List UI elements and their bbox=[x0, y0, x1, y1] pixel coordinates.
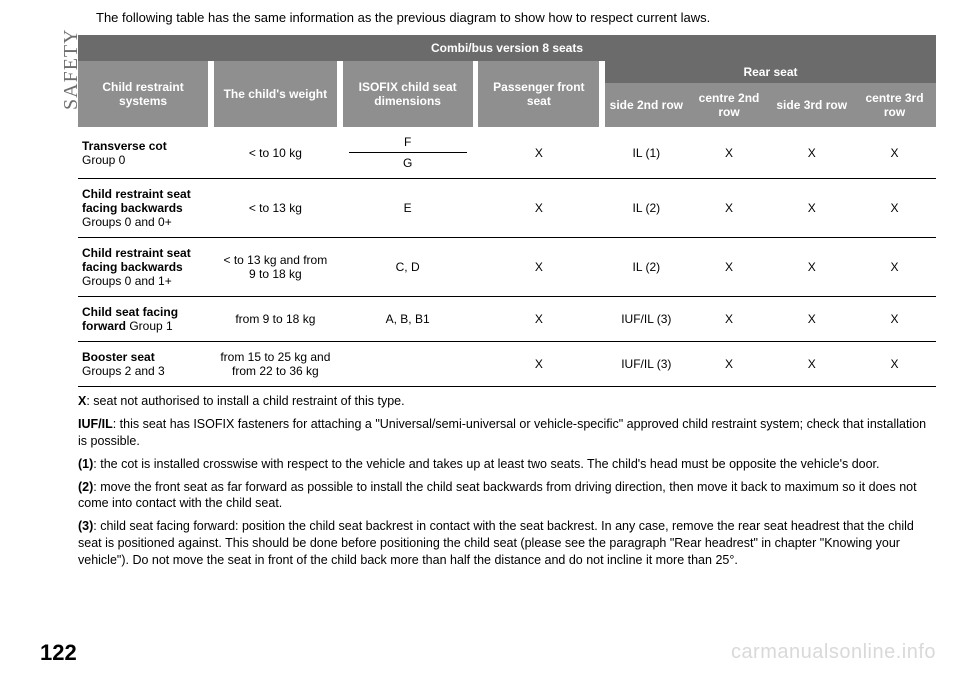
dim-top: F bbox=[349, 135, 467, 149]
cell-dim bbox=[343, 342, 473, 387]
cell-rear: X bbox=[770, 342, 853, 387]
col-header-centre-3rd: centre 3rd row bbox=[853, 83, 936, 127]
table-header: Combi/bus version 8 seats Child restrain… bbox=[78, 35, 936, 127]
table-row: Booster seat Groups 2 and 3 from 15 to 2… bbox=[78, 342, 936, 387]
cell-pf: X bbox=[478, 179, 599, 238]
page-number: 122 bbox=[40, 640, 77, 666]
notes-block: X: seat not authorised to install a chil… bbox=[78, 393, 936, 569]
cell-rear: IL (2) bbox=[605, 179, 688, 238]
col-header-side-3rd: side 3rd row bbox=[770, 83, 853, 127]
watermark: carmanualsonline.info bbox=[731, 641, 936, 664]
note-text: : child seat facing forward: position th… bbox=[78, 519, 914, 567]
table-row: Transverse cot Group 0 < to 10 kg F G X … bbox=[78, 127, 936, 179]
cell-rear: X bbox=[688, 179, 771, 238]
cell-rear: X bbox=[853, 179, 936, 238]
cell-rear: X bbox=[853, 238, 936, 297]
note-key: (1) bbox=[78, 457, 93, 471]
table-row: Child restraint seat facing backwards Gr… bbox=[78, 179, 936, 238]
note-key: (2) bbox=[78, 480, 93, 494]
note-text: : this seat has ISOFIX fasteners for att… bbox=[78, 417, 926, 448]
cell-weight: < to 13 kg bbox=[214, 179, 337, 238]
cell-system: Child restraint seat facing backwards Gr… bbox=[78, 238, 208, 297]
note-text: : seat not authorised to install a child… bbox=[86, 394, 404, 408]
table-body: Transverse cot Group 0 < to 10 kg F G X … bbox=[78, 127, 936, 387]
cell-rear: X bbox=[688, 342, 771, 387]
cell-pf: X bbox=[478, 297, 599, 342]
col-header-rear-seat: Rear seat bbox=[605, 61, 936, 83]
system-name: Child restraint seat facing backwards bbox=[82, 246, 191, 274]
cell-rear: X bbox=[688, 238, 771, 297]
col-header-centre-2nd: centre 2nd row bbox=[688, 83, 771, 127]
note-key: (3) bbox=[78, 519, 93, 533]
cell-rear: X bbox=[770, 297, 853, 342]
system-name: Booster seat bbox=[82, 350, 155, 364]
cell-rear: X bbox=[770, 127, 853, 179]
cell-pf: X bbox=[478, 342, 599, 387]
cell-system: Transverse cot Group 0 bbox=[78, 127, 208, 179]
side-section-label: SAFETY bbox=[60, 28, 83, 110]
cell-dim: C, D bbox=[343, 238, 473, 297]
note-3: (3): child seat facing forward: position… bbox=[78, 518, 936, 569]
col-header-front-seat: Passenger front seat bbox=[478, 61, 599, 127]
cell-dim: A, B, B1 bbox=[343, 297, 473, 342]
col-header-systems: Child restraint systems bbox=[78, 61, 208, 127]
dim-bot: G bbox=[349, 156, 467, 170]
note-text: : the cot is installed crosswise with re… bbox=[93, 457, 879, 471]
system-group: Groups 2 and 3 bbox=[82, 364, 165, 378]
cell-system: Booster seat Groups 2 and 3 bbox=[78, 342, 208, 387]
cell-system: Child restraint seat facing backwards Gr… bbox=[78, 179, 208, 238]
col-header-side-2nd: side 2nd row bbox=[605, 83, 688, 127]
system-name: Transverse cot bbox=[82, 139, 167, 153]
system-name: Child restraint seat facing backwards bbox=[82, 187, 191, 215]
dim-divider bbox=[349, 152, 467, 153]
intro-text: The following table has the same informa… bbox=[96, 10, 936, 25]
note-iuf: IUF/IL: this seat has ISOFIX fasteners f… bbox=[78, 416, 936, 450]
col-header-isofix: ISOFIX child seat dimensions bbox=[343, 61, 473, 127]
page: SAFETY 122 carmanualsonline.info The fol… bbox=[0, 0, 960, 678]
cell-rear: X bbox=[853, 342, 936, 387]
system-group: Group 1 bbox=[126, 319, 173, 333]
cell-rear: IUF/IL (3) bbox=[605, 342, 688, 387]
cell-weight: from 15 to 25 kg and from 22 to 36 kg bbox=[214, 342, 337, 387]
cell-rear: X bbox=[853, 297, 936, 342]
cell-rear: X bbox=[770, 179, 853, 238]
cell-dim-split: F G bbox=[343, 127, 473, 179]
cell-weight: < to 13 kg and from 9 to 18 kg bbox=[214, 238, 337, 297]
note-2: (2): move the front seat as far forward … bbox=[78, 479, 936, 513]
col-header-weight: The child's weight bbox=[214, 61, 337, 127]
system-group: Groups 0 and 0+ bbox=[82, 215, 172, 229]
cell-rear: X bbox=[770, 238, 853, 297]
cell-weight: < to 10 kg bbox=[214, 127, 337, 179]
cell-rear: X bbox=[688, 297, 771, 342]
child-restraint-table: Combi/bus version 8 seats Child restrain… bbox=[78, 35, 936, 387]
cell-rear: X bbox=[688, 127, 771, 179]
system-group: Groups 0 and 1+ bbox=[82, 274, 172, 288]
table-row: Child restraint seat facing backwards Gr… bbox=[78, 238, 936, 297]
note-x: X: seat not authorised to install a chil… bbox=[78, 393, 936, 410]
cell-rear: IUF/IL (3) bbox=[605, 297, 688, 342]
cell-dim: E bbox=[343, 179, 473, 238]
cell-system: Child seat facing forward Group 1 bbox=[78, 297, 208, 342]
system-group: Group 0 bbox=[82, 153, 125, 167]
note-1: (1): the cot is installed crosswise with… bbox=[78, 456, 936, 473]
cell-rear: IL (1) bbox=[605, 127, 688, 179]
note-key: IUF/IL bbox=[78, 417, 113, 431]
table-title: Combi/bus version 8 seats bbox=[78, 35, 936, 61]
cell-rear: X bbox=[853, 127, 936, 179]
table-row: Child seat facing forward Group 1 from 9… bbox=[78, 297, 936, 342]
cell-weight: from 9 to 18 kg bbox=[214, 297, 337, 342]
note-text: : move the front seat as far forward as … bbox=[78, 480, 917, 511]
cell-pf: X bbox=[478, 238, 599, 297]
cell-pf: X bbox=[478, 127, 599, 179]
cell-rear: IL (2) bbox=[605, 238, 688, 297]
